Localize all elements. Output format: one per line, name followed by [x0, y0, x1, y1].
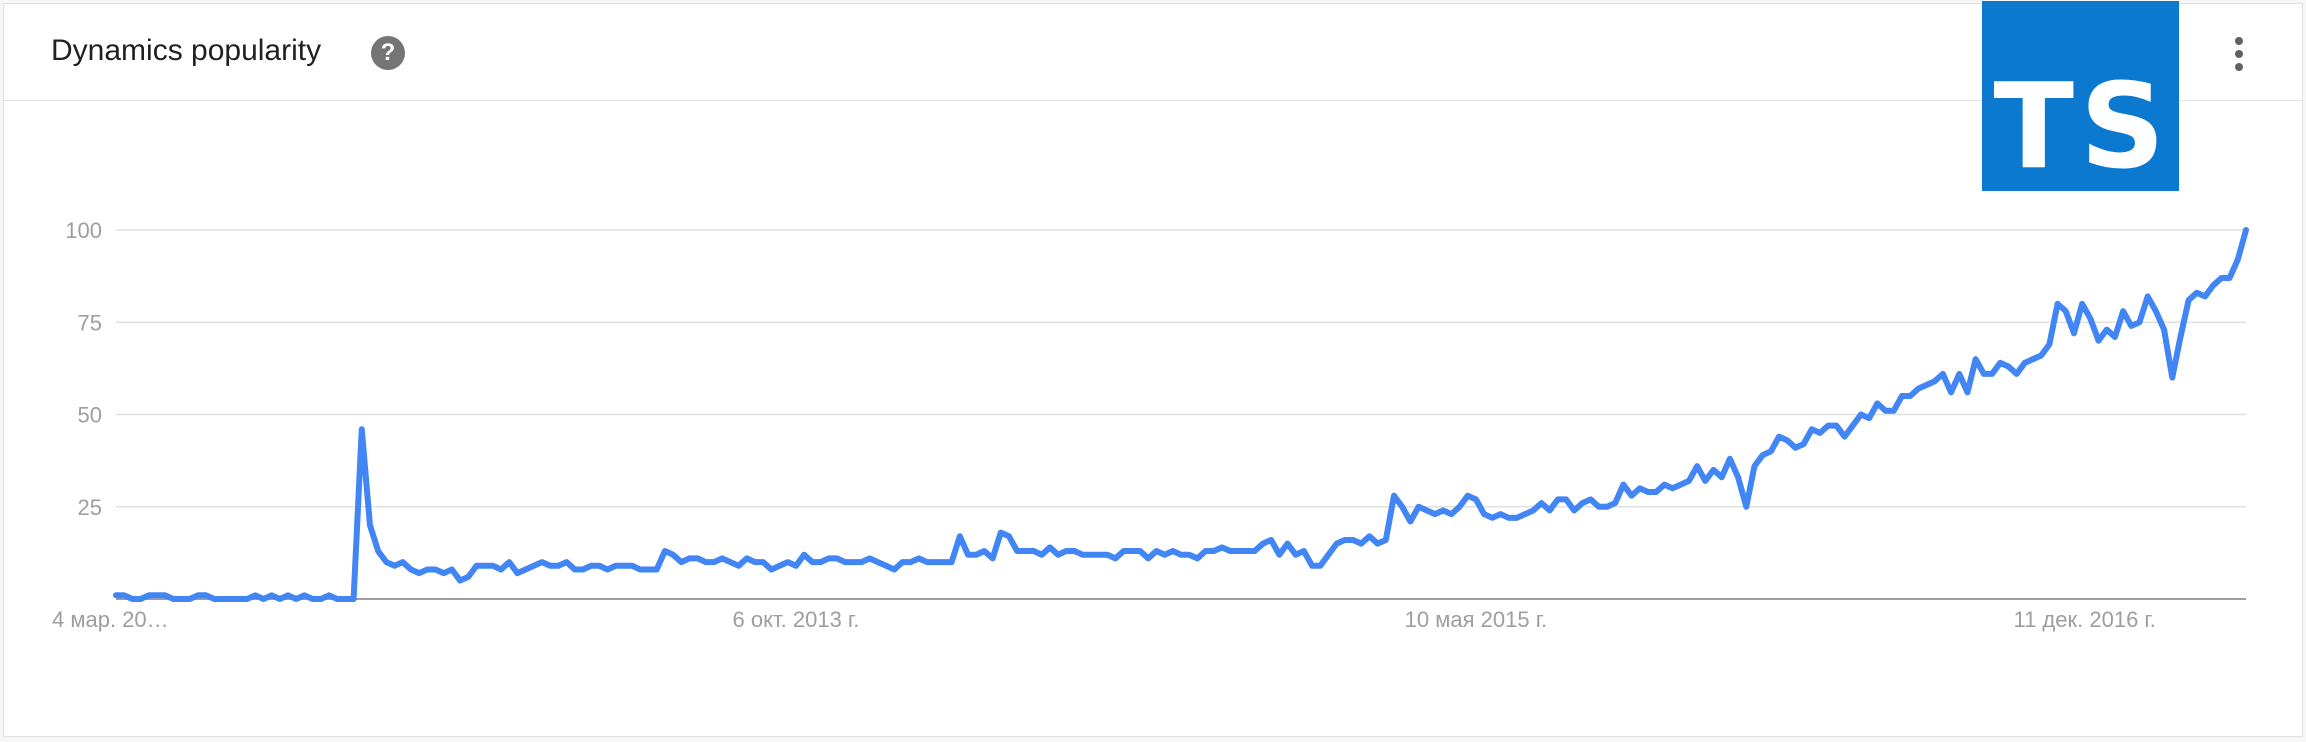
typescript-logo: TS	[1982, 1, 2179, 191]
menu-dot	[2235, 50, 2243, 58]
help-circle-icon[interactable]: ?	[371, 36, 405, 70]
card-title: Dynamics popularity	[51, 34, 322, 67]
y-tick-label: 25	[78, 495, 102, 520]
card-header: Dynamics popularity ?	[4, 4, 2302, 101]
x-tick-label: 10 мая 2015 г.	[1405, 607, 1547, 632]
y-tick-label: 50	[78, 403, 102, 428]
y-tick-label: 100	[65, 218, 102, 243]
menu-dot	[2235, 63, 2243, 71]
chart-card: Dynamics popularity ? TS 25 50 75 100 4 мар.…	[3, 1, 2303, 737]
chart-gridlines	[116, 229, 2246, 600]
more-vertical-icon[interactable]	[2229, 37, 2249, 73]
y-tick-label: 75	[78, 310, 102, 335]
series-line	[113, 227, 2249, 602]
menu-dot	[2235, 37, 2243, 45]
x-tick-label: 11 дек. 2016 г.	[2013, 607, 2155, 632]
chart-axis-labels: 25 50 75 100 4 мар. 20… 6 окт. 2013 г. 10 мая …	[52, 218, 2156, 632]
x-tick-label: 4 мар. 20…	[52, 607, 169, 632]
line-chart: 25 50 75 100 4 мар. 20… 6 окт. 2013 г. 10 мая …	[52, 218, 2249, 632]
chart-series	[113, 227, 2249, 602]
x-tick-label: 6 окт. 2013 г.	[733, 607, 860, 632]
